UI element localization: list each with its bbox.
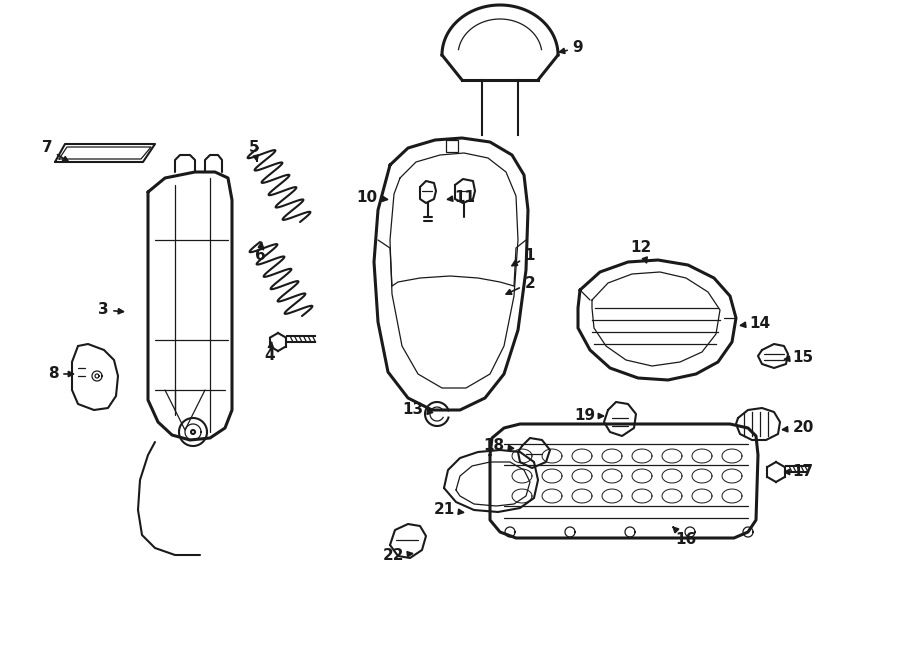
Text: 16: 16: [673, 527, 697, 547]
Text: 10: 10: [356, 190, 387, 204]
Text: 8: 8: [48, 366, 74, 381]
Text: 3: 3: [98, 303, 123, 317]
Text: 11: 11: [447, 190, 475, 204]
Text: 19: 19: [574, 408, 603, 424]
Text: 22: 22: [382, 549, 412, 563]
Text: 4: 4: [265, 342, 275, 364]
Text: 13: 13: [402, 403, 432, 418]
Bar: [446, 140, 458, 152]
Text: 12: 12: [630, 239, 652, 262]
Text: 14: 14: [741, 315, 770, 330]
Text: 9: 9: [560, 40, 583, 56]
Text: 17: 17: [785, 465, 814, 479]
Text: 20: 20: [783, 420, 814, 436]
Text: 2: 2: [506, 276, 536, 294]
Text: 5: 5: [248, 141, 259, 161]
Text: 7: 7: [41, 141, 68, 161]
Text: 6: 6: [255, 243, 266, 264]
Text: 1: 1: [512, 247, 535, 266]
Text: 18: 18: [483, 438, 513, 453]
Text: 15: 15: [785, 350, 814, 364]
Text: 21: 21: [434, 502, 464, 518]
